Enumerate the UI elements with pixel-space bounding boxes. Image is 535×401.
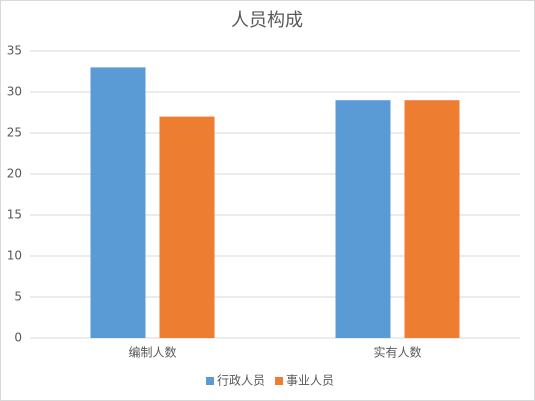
x-tick-label: 编制人数 [128, 345, 176, 360]
y-tick-label: 30 [7, 85, 22, 99]
bar [159, 116, 215, 338]
bar [335, 100, 391, 338]
bar [90, 67, 146, 339]
x-tick-label: 实有人数 [373, 345, 421, 360]
y-tick-label: 20 [7, 167, 22, 181]
y-tick-label: 15 [7, 208, 22, 222]
y-tick-label: 35 [7, 44, 22, 58]
bar [404, 100, 460, 338]
y-tick-label: 25 [7, 126, 22, 140]
chart-title: 人员构成 [231, 10, 303, 31]
y-tick-label: 0 [14, 331, 22, 345]
legend-swatch [206, 377, 214, 385]
y-tick-label: 5 [14, 290, 22, 304]
legend-label: 行政人员 [217, 374, 265, 388]
legend-label: 事业人员 [286, 374, 334, 388]
y-tick-label: 10 [7, 249, 22, 263]
legend-swatch [275, 377, 284, 385]
